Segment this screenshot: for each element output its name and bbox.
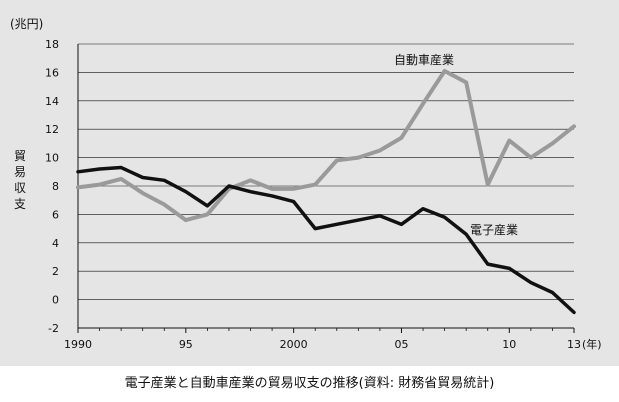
y-tick-label: 14	[45, 95, 59, 108]
y-tick-label: 0	[52, 294, 59, 307]
series-line-automobile	[76, 68, 576, 223]
series-label-automobile: 自動車産業	[394, 52, 454, 67]
y-axis-unit: (兆円)	[10, 17, 43, 31]
y-axis-ticks: -2 0 2 4 6 8 10 12 14 16 18	[45, 38, 59, 335]
x-tick-label: 95	[179, 338, 193, 351]
y-tick-label: 18	[45, 38, 59, 51]
x-tick-label: 10	[502, 338, 516, 351]
y-tick-label: 12	[45, 123, 59, 136]
y-axis-label: 貿易収支	[14, 149, 26, 211]
x-tick-label: 05	[394, 338, 408, 351]
y-tick-label: 16	[45, 66, 59, 79]
series-group	[76, 68, 576, 315]
y-tick-label: 4	[52, 237, 59, 250]
x-axis-unit: (年)	[582, 337, 602, 351]
x-axis-ticks: 1990 95 2000 05 10 13	[64, 328, 581, 351]
x-tick-label: 1990	[64, 338, 92, 351]
y-tick-label: -2	[48, 322, 59, 335]
x-tick-label: 13	[567, 338, 581, 351]
y-tick-label: 6	[52, 208, 59, 221]
grid-lines	[77, 43, 574, 329]
y-tick-label: 8	[52, 180, 59, 193]
y-tick-label: 10	[45, 152, 59, 165]
y-tick-label: 2	[52, 265, 59, 278]
figure-caption: 電子産業と自動車産業の貿易収支の推移(資料: 財務省貿易統計)	[124, 376, 495, 391]
series-line-electronics	[76, 165, 576, 315]
x-tick-label: 2000	[280, 338, 308, 351]
series-label-electronics: 電子産業	[470, 222, 518, 237]
